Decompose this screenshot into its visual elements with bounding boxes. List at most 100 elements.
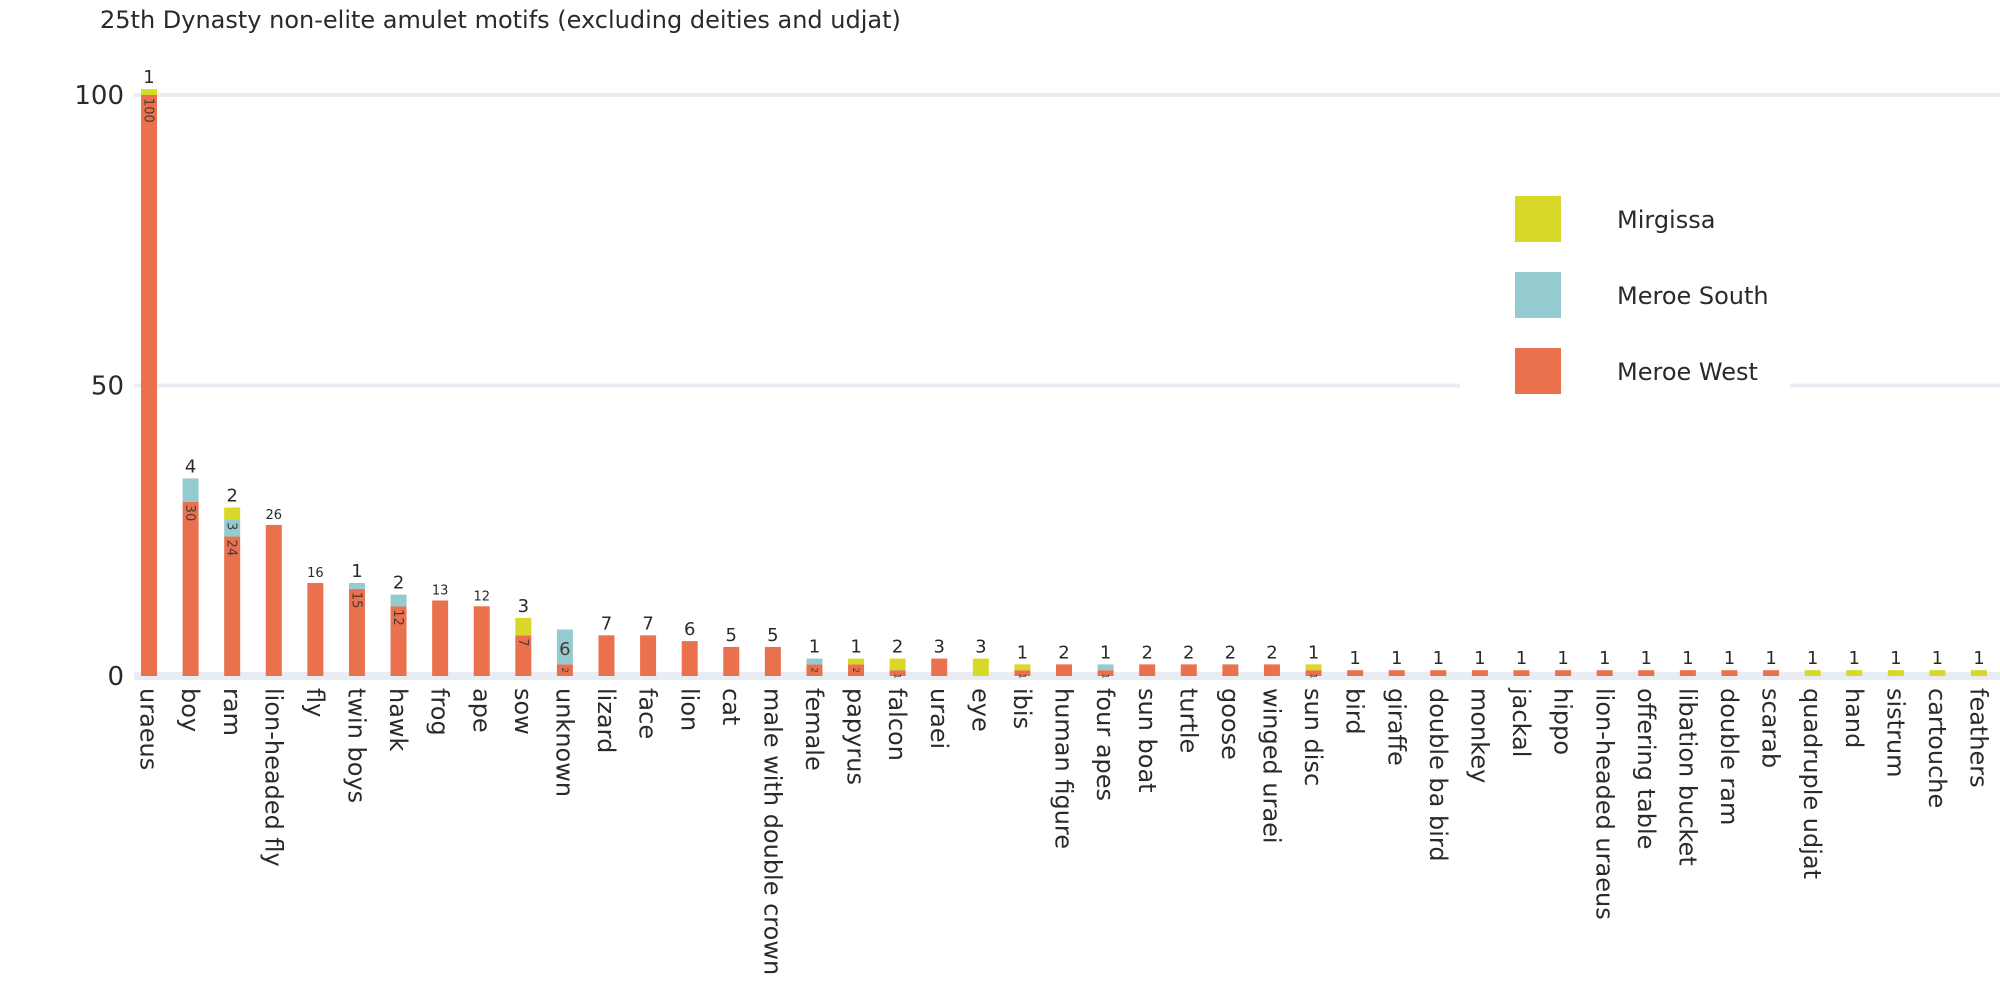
bar-feathers-mirgissa (1971, 670, 1987, 676)
bar-scarab-meroe-west (1763, 670, 1780, 676)
data-label-falcon-mirgissa: 2 (892, 637, 903, 658)
data-label-ape-meroe-west: 12 (473, 589, 490, 604)
data-label-ibis-meroe-west: 1 (1016, 673, 1026, 679)
x-tick-label-hawk: hawk (384, 688, 412, 752)
data-label-sow-mirgissa: 3 (518, 596, 529, 617)
data-label-scarab-meroe-west: 1 (1765, 648, 1776, 669)
x-tick-label-twin-boys: twin boys (343, 688, 371, 803)
x-tick-label-human-figure: human figure (1050, 688, 1078, 849)
legend-swatch-meroe-south (1515, 272, 1561, 318)
data-label-sistrum-mirgissa: 1 (1890, 648, 1901, 669)
data-label-sun-disc-mirgissa: 1 (1308, 642, 1319, 663)
bar-winged-uraei-meroe-west (1263, 664, 1280, 676)
data-label-papyrus-meroe-west: 2 (850, 667, 860, 673)
y-tick-label-100: 100 (74, 81, 124, 111)
data-label-winged-uraei-meroe-west: 2 (1266, 642, 1277, 663)
data-label-uraeus-mirgissa: 1 (143, 67, 154, 88)
data-label-giraffe-meroe-west: 1 (1391, 648, 1402, 669)
bar-ibis-mirgissa (1014, 664, 1031, 671)
data-label-lion-headed-fly-meroe-west: 26 (265, 508, 282, 523)
legend-swatch-meroe-west (1515, 348, 1561, 394)
legend-label-meroe-west: Meroe West (1617, 358, 1758, 386)
x-tick-label-goose: goose (1216, 688, 1244, 760)
x-tick-label-hand: hand (1840, 688, 1868, 748)
data-label-jackal-meroe-west: 1 (1516, 648, 1527, 669)
x-tick-label-unknown: unknown (551, 688, 579, 797)
bar-ram-meroe-south (224, 519, 241, 537)
x-tick-label-lizard: lizard (592, 688, 620, 753)
data-label-cartouche-mirgissa: 1 (1932, 648, 1943, 669)
bar-female-meroe-south (806, 658, 823, 665)
x-tick-label-fly: fly (301, 688, 329, 717)
data-label-sun-boat-meroe-west: 2 (1141, 642, 1152, 663)
data-label-lion-headed-uraeus-meroe-west: 1 (1599, 648, 1610, 669)
data-label-hawk-meroe-south: 2 (393, 573, 404, 594)
data-label-turtle-meroe-west: 2 (1183, 642, 1194, 663)
bar-jackal-meroe-west (1513, 670, 1530, 676)
bar-ape-meroe-west (473, 606, 490, 676)
bar-four-apes-meroe-south (1097, 664, 1114, 671)
data-label-female-meroe-south: 1 (809, 637, 820, 658)
y-tick-label-50: 50 (91, 372, 124, 402)
bar-libation-bucket-meroe-west (1679, 670, 1696, 676)
x-tick-label-scarab: scarab (1757, 688, 1785, 768)
data-label-female-meroe-west: 2 (808, 667, 818, 673)
data-label-boy-meroe-south: 4 (185, 456, 196, 477)
data-label-uraei-meroe-west: 3 (934, 637, 945, 658)
bar-sun-disc-meroe-west (1305, 670, 1322, 676)
bar-lizard-meroe-west (598, 635, 615, 676)
x-tick-label-double-ba-bird: double ba bird (1424, 688, 1452, 862)
bar-monkey-meroe-west (1471, 670, 1488, 676)
x-tick-label-female: female (800, 688, 828, 771)
x-tick-label-sow: sow (509, 688, 537, 735)
x-tick-label-libation-bucket: libation bucket (1673, 688, 1701, 866)
bar-uraei-meroe-west (931, 658, 948, 676)
data-label-monkey-meroe-west: 1 (1474, 648, 1485, 669)
bar-sistrum-mirgissa (1887, 670, 1904, 676)
bar-quadruple-udjat-mirgissa (1804, 670, 1821, 676)
data-label-uraeus-meroe-west: 100 (140, 98, 155, 123)
x-tick-label-cartouche: cartouche (1923, 688, 1951, 808)
data-label-ram-meroe-west: 24 (224, 540, 239, 557)
data-label-four-apes-meroe-west: 1 (1099, 673, 1109, 679)
bars (141, 89, 1987, 676)
bar-human-figure-meroe-west (1056, 664, 1072, 676)
bar-double-ram-meroe-west (1721, 670, 1738, 676)
bar-falcon-meroe-west (889, 670, 906, 676)
x-tick-label-winged-uraei: winged uraei (1258, 688, 1286, 844)
data-label-sun-disc-meroe-west: 1 (1307, 673, 1317, 679)
x-tick-label-sistrum: sistrum (1881, 688, 1909, 778)
x-tick-label-papyrus: papyrus (842, 688, 870, 785)
bar-eye-mirgissa (972, 658, 989, 676)
data-label-male-with-double-crown-meroe-west: 5 (767, 625, 778, 646)
bar-bird-meroe-west (1347, 670, 1364, 676)
data-label-falcon-meroe-west: 1 (891, 673, 901, 679)
bar-lion-headed-uraeus-meroe-west (1596, 670, 1613, 676)
x-tick-label-face: face (634, 688, 662, 739)
bar-sun-boat-meroe-west (1139, 664, 1156, 676)
data-label-twin-boys-meroe-west: 15 (348, 592, 363, 609)
bar-twin-boys-meroe-west (348, 588, 365, 676)
data-label-quadruple-udjat-mirgissa: 1 (1807, 648, 1818, 669)
x-tick-label-sun-boat: sun boat (1133, 688, 1161, 793)
bar-falcon-mirgissa (889, 658, 906, 671)
x-tick-label-uraeus: uraeus (135, 688, 163, 770)
bar-cat-meroe-west (723, 646, 740, 676)
data-label-boy-meroe-west: 30 (182, 505, 197, 522)
data-label-lion-meroe-west: 6 (684, 619, 695, 640)
x-tick-label-cat: cat (717, 688, 745, 725)
x-tick-label-frog: frog (426, 688, 454, 736)
data-label-eye-mirgissa: 3 (975, 637, 986, 658)
bar-fly-meroe-west (307, 583, 324, 676)
data-label-hand-mirgissa: 1 (1849, 648, 1860, 669)
data-label-human-figure-meroe-west: 2 (1058, 642, 1069, 663)
data-label-unknown-meroe-south: 6 (559, 639, 570, 660)
data-label-ram-mirgissa: 2 (226, 486, 237, 507)
x-tick-label-eye: eye (966, 688, 994, 732)
data-label-sow-meroe-west: 7 (515, 638, 530, 646)
bar-sun-disc-mirgissa (1305, 664, 1322, 671)
bar-face-meroe-west (640, 635, 657, 676)
data-label-hippo-meroe-west: 1 (1557, 648, 1568, 669)
x-tick-label-hippo: hippo (1549, 688, 1577, 755)
